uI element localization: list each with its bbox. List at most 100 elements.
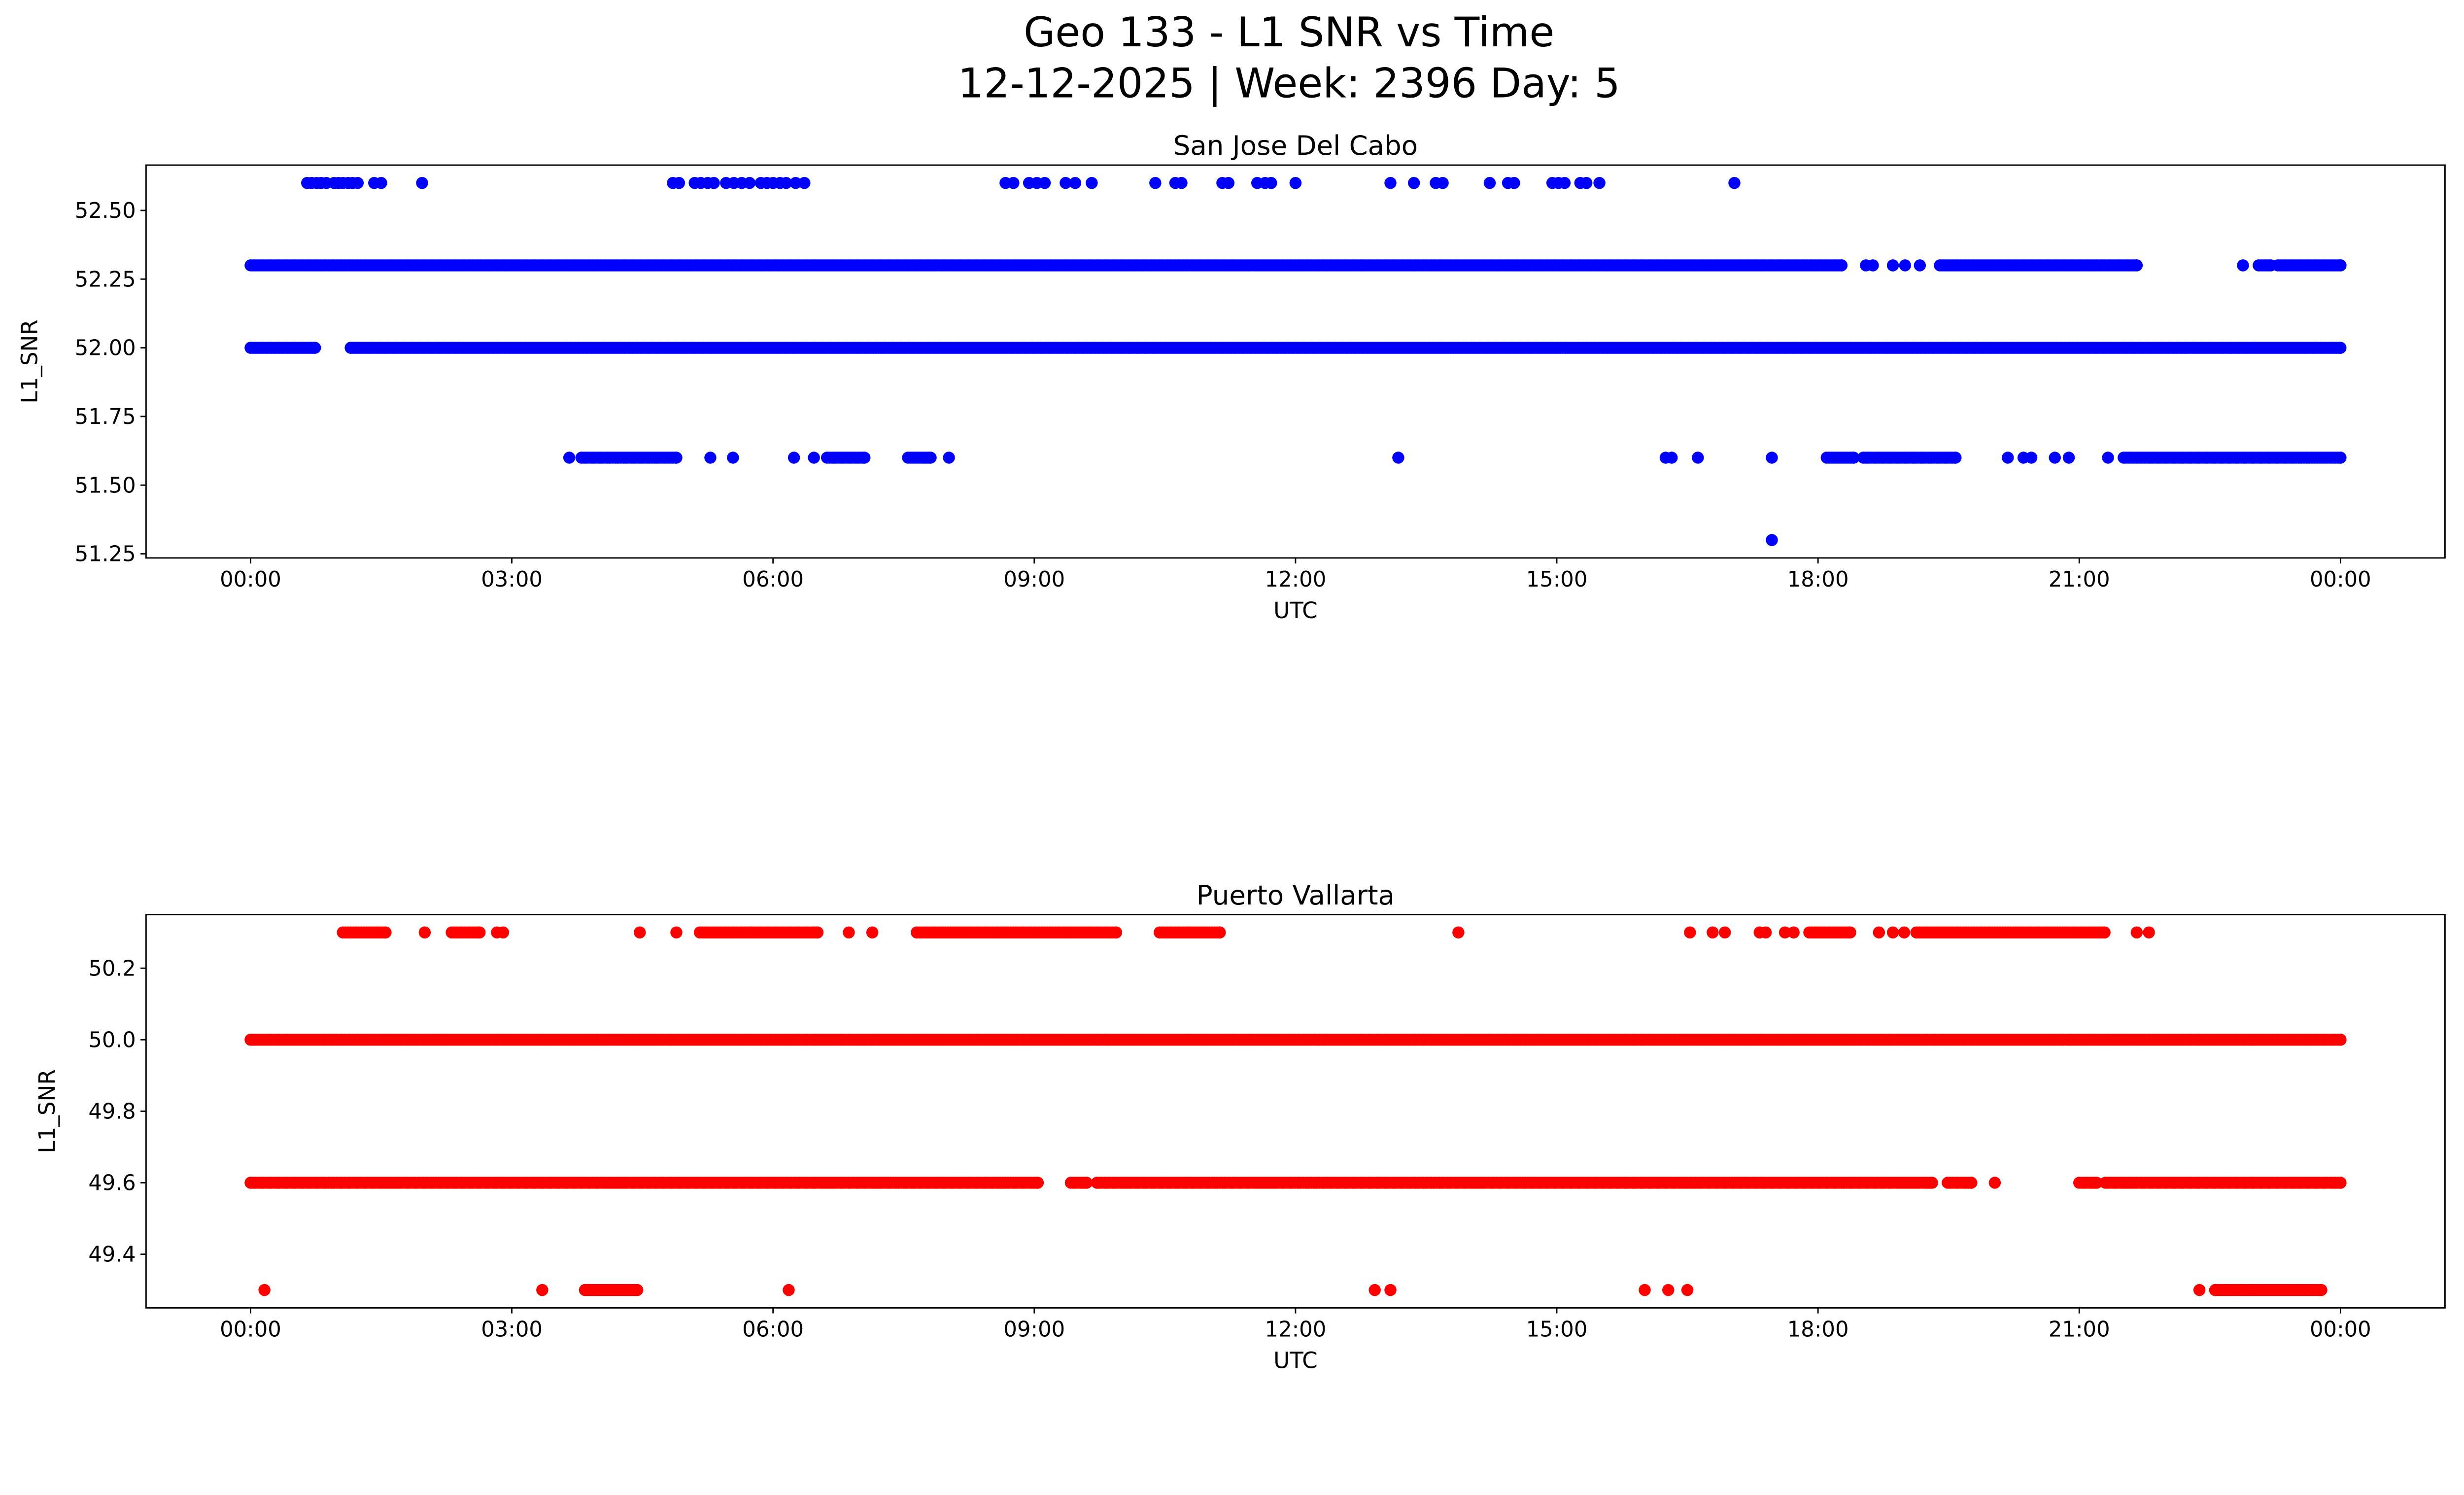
data-point xyxy=(704,452,717,464)
x-tick-label: 15:00 xyxy=(1526,567,1588,592)
data-points xyxy=(244,926,2347,1296)
data-point xyxy=(375,176,387,189)
data-point xyxy=(1662,1284,1675,1296)
x-tick-label: 03:00 xyxy=(481,567,543,592)
data-point xyxy=(536,1284,548,1296)
x-tick-label: 21:00 xyxy=(2049,1318,2110,1342)
data-point xyxy=(1265,176,1277,189)
data-point xyxy=(1069,176,1082,189)
data-point xyxy=(1080,1177,1093,1189)
data-point xyxy=(2062,452,2075,464)
y-axis-label: L1_SNR xyxy=(16,319,42,403)
y-tick-label: 49.6 xyxy=(88,1171,136,1196)
data-point xyxy=(1873,926,1885,939)
data-point xyxy=(2002,452,2014,464)
data-point xyxy=(2143,926,2155,939)
data-point xyxy=(2315,1284,2327,1296)
data-point xyxy=(858,452,871,464)
data-point xyxy=(1558,176,1571,189)
x-tick-label: 00:00 xyxy=(2310,1318,2371,1342)
data-point xyxy=(1988,1177,2001,1189)
data-point xyxy=(1392,452,1404,464)
y-tick-label: 52.00 xyxy=(75,336,136,361)
data-point xyxy=(1766,452,1778,464)
data-point xyxy=(943,452,955,464)
data-point xyxy=(1926,1177,1938,1189)
data-point xyxy=(780,176,792,189)
x-tick-label: 09:00 xyxy=(1003,1318,1065,1342)
data-points xyxy=(244,176,2347,546)
data-point xyxy=(1898,926,1911,939)
data-point xyxy=(1779,926,1791,939)
y-tick-label: 52.25 xyxy=(75,267,136,292)
data-point xyxy=(673,176,685,189)
suptitle-line-1: Geo 133 - L1 SNR vs Time xyxy=(1024,8,1554,56)
data-point xyxy=(1384,1284,1397,1296)
data-point xyxy=(2025,452,2038,464)
data-point xyxy=(631,1284,644,1296)
data-point xyxy=(1407,176,1420,189)
data-point xyxy=(2193,1284,2206,1296)
data-point xyxy=(418,926,431,939)
x-axis-label: UTC xyxy=(1273,597,1318,624)
y-tick-label: 52.50 xyxy=(75,199,136,223)
data-point xyxy=(924,452,937,464)
subplot-puerto-vallarta: Puerto Vallarta 00:00 03:00 06:00 09:00 12:00… xyxy=(34,879,2446,1374)
x-tick-label: 03:00 xyxy=(481,1318,543,1342)
data-point xyxy=(1110,926,1123,939)
data-point xyxy=(1580,176,1593,189)
data-point xyxy=(1867,259,1879,272)
data-point xyxy=(1886,926,1899,939)
data-point xyxy=(258,1284,271,1296)
y-tick-label: 50.0 xyxy=(88,1028,136,1052)
data-point xyxy=(379,926,392,939)
y-tick-label: 51.50 xyxy=(75,473,136,498)
data-point xyxy=(1666,452,1678,464)
data-point xyxy=(1848,452,1860,464)
data-point xyxy=(1060,176,1072,189)
data-point xyxy=(1787,926,1800,939)
data-point xyxy=(1175,176,1188,189)
data-point xyxy=(308,342,321,354)
y-tick-label: 51.25 xyxy=(75,542,136,567)
data-point xyxy=(1766,534,1778,546)
figure: Geo 133 - L1 SNR vs Time 12-12-2025 | We… xyxy=(16,8,2446,1374)
data-point xyxy=(808,452,820,464)
data-point xyxy=(1369,1284,1381,1296)
data-point xyxy=(843,926,855,939)
data-point xyxy=(743,176,756,189)
data-point xyxy=(2098,926,2111,939)
data-point xyxy=(1384,176,1397,189)
data-point xyxy=(2102,452,2114,464)
data-point xyxy=(787,452,800,464)
data-point xyxy=(2130,926,2143,939)
data-point xyxy=(1289,176,1302,189)
data-point xyxy=(1452,926,1465,939)
x-tick-label: 15:00 xyxy=(1526,1318,1588,1342)
data-point xyxy=(1038,176,1051,189)
data-point xyxy=(1437,176,1449,189)
data-point xyxy=(2334,452,2347,464)
data-point xyxy=(416,176,428,189)
data-point xyxy=(473,926,486,939)
data-point xyxy=(811,926,824,939)
data-point xyxy=(2334,342,2347,354)
data-point xyxy=(1007,176,1020,189)
data-point xyxy=(2130,259,2143,272)
data-point xyxy=(1950,452,1962,464)
data-point xyxy=(798,176,811,189)
x-tick-label: 00:00 xyxy=(2310,567,2371,592)
suptitle-line-2: 12-12-2025 | Week: 2396 Day: 5 xyxy=(958,60,1620,107)
x-tick-label: 18:00 xyxy=(1787,1318,1849,1342)
data-point xyxy=(789,176,802,189)
x-tick-label: 12:00 xyxy=(1265,567,1327,592)
data-point xyxy=(1222,176,1235,189)
data-point xyxy=(2334,259,2347,272)
y-tick-label: 49.8 xyxy=(88,1099,136,1124)
data-point xyxy=(2090,1177,2103,1189)
data-point xyxy=(1914,259,1926,272)
x-tick-label: 12:00 xyxy=(1265,1318,1327,1342)
data-point xyxy=(2237,259,2249,272)
y-tick-label: 51.75 xyxy=(75,405,136,429)
x-tick-label: 18:00 xyxy=(1787,567,1849,592)
